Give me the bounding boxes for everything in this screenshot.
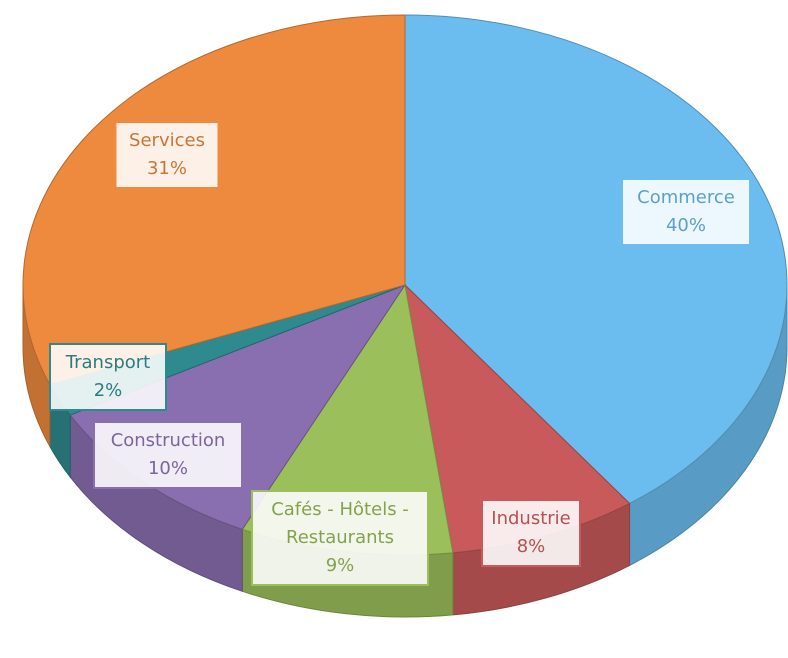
data-label: Commerce 40%: [621, 178, 751, 246]
label-value: 40%: [665, 215, 706, 236]
data-label: Construction 10%: [93, 421, 243, 489]
slice: [404, 14, 788, 505]
data-label: Services 31%: [114, 121, 220, 189]
slice: [22, 14, 406, 385]
data-label: Cafés - Hôtels - Restaurants 9%: [251, 490, 429, 586]
label-name: Industrie: [491, 508, 571, 529]
label-value: 2%: [93, 380, 123, 401]
label-value: 31%: [146, 158, 187, 179]
label-name: Commerce: [637, 187, 735, 208]
label-name: Transport: [65, 352, 151, 373]
label-value: 9%: [325, 555, 355, 576]
label-value: 10%: [147, 458, 188, 479]
label-name: Construction: [110, 430, 226, 451]
label-name: Services: [129, 130, 205, 151]
label-value: 8%: [516, 536, 546, 557]
data-label: Transport 2%: [49, 343, 167, 411]
label-name: Cafés - Hôtels - Restaurants: [271, 499, 409, 548]
data-label: Industrie 8%: [481, 499, 581, 567]
